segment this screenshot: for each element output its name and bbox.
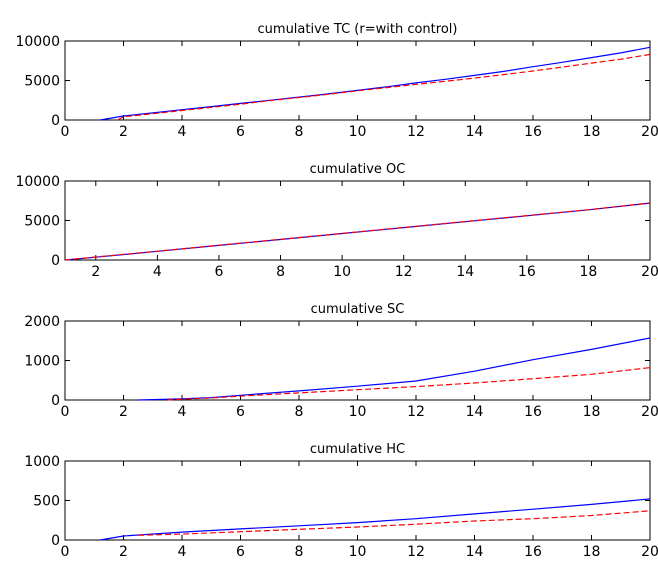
axes-frame bbox=[64, 460, 651, 541]
x-tick-label: 2 bbox=[119, 124, 128, 140]
series-red-dashed bbox=[167, 367, 651, 401]
x-tick-label: 8 bbox=[295, 404, 304, 420]
y-tick-label: 10000 bbox=[15, 174, 60, 190]
x-tick-label: 20 bbox=[641, 124, 658, 140]
subplot-4: cumulative HC 0 2 4 6 8 10 12 14 16 18 20 0 500 1000 bbox=[24, 442, 658, 560]
x-tick-label: 4 bbox=[178, 124, 187, 140]
x-tick-label: 16 bbox=[524, 544, 542, 560]
x-tick-label: 10 bbox=[349, 544, 367, 560]
x-tick-label: 6 bbox=[236, 124, 245, 140]
y-tick-label: 1000 bbox=[24, 454, 60, 470]
series-red-dashed bbox=[64, 202, 651, 261]
y-tick-label: 0 bbox=[51, 113, 60, 129]
x-tick-label: 16 bbox=[518, 264, 536, 280]
series-red-dashed bbox=[117, 53, 651, 121]
x-tick-label: 4 bbox=[153, 264, 162, 280]
x-tick-label: 12 bbox=[407, 124, 425, 140]
x-tick-label: 18 bbox=[583, 124, 601, 140]
x-tick-label: 14 bbox=[466, 124, 484, 140]
x-tick-label: 20 bbox=[641, 264, 658, 280]
series-blue-solid bbox=[99, 46, 651, 121]
x-tick-label: 2 bbox=[91, 264, 100, 280]
subplot-title: cumulative HC bbox=[310, 442, 405, 457]
y-tick-label: 500 bbox=[33, 494, 60, 510]
axes-frame bbox=[64, 180, 651, 261]
axes-frame bbox=[64, 40, 651, 121]
series-blue-solid bbox=[99, 498, 651, 541]
subplot-1: cumulative TC (r=with control) 0 2 4 6 8 10 12 1… bbox=[15, 22, 658, 140]
x-tick-label: 6 bbox=[236, 544, 245, 560]
y-tick-label: 5000 bbox=[24, 74, 60, 90]
y-tick-label: 0 bbox=[51, 533, 60, 549]
x-tick-label: 2 bbox=[119, 544, 128, 560]
x-tick-label: 4 bbox=[178, 544, 187, 560]
x-tick-label: 12 bbox=[395, 264, 413, 280]
x-tick-label: 18 bbox=[583, 404, 601, 420]
x-tick-label: 16 bbox=[524, 404, 542, 420]
x-tick-label: 6 bbox=[236, 404, 245, 420]
subplot-title: cumulative SC bbox=[311, 302, 405, 317]
y-tick-label: 0 bbox=[51, 253, 60, 269]
y-tick-label: 5000 bbox=[24, 214, 60, 230]
axes-frame bbox=[64, 320, 651, 401]
y-tick-label: 0 bbox=[51, 393, 60, 409]
x-tick-label: 16 bbox=[524, 124, 542, 140]
x-tick-label: 20 bbox=[641, 404, 658, 420]
subplot-title: cumulative OC bbox=[310, 162, 406, 177]
x-tick-label: 12 bbox=[407, 544, 425, 560]
y-tick-label: 10000 bbox=[15, 34, 60, 50]
x-tick-label: 10 bbox=[349, 404, 367, 420]
subplot-3: cumulative SC 0 2 4 6 8 10 12 14 16 18 20 0 1000 2000 bbox=[24, 302, 658, 420]
x-tick-label: 14 bbox=[456, 264, 474, 280]
x-tick-label: 14 bbox=[466, 404, 484, 420]
y-tick-label: 1000 bbox=[24, 354, 60, 370]
x-tick-label: 12 bbox=[407, 404, 425, 420]
y-tick-label: 2000 bbox=[24, 314, 60, 330]
subplot-title: cumulative TC (r=with control) bbox=[258, 22, 458, 37]
x-tick-label: 18 bbox=[583, 544, 601, 560]
x-tick-label: 0 bbox=[61, 544, 70, 560]
x-tick-label: 8 bbox=[295, 124, 304, 140]
x-tick-label: 2 bbox=[119, 404, 128, 420]
series-blue-solid bbox=[138, 337, 651, 401]
subplot-2: cumulative OC 2 4 6 8 10 12 14 16 18 20 0 5000 10000 bbox=[15, 162, 658, 280]
x-tick-label: 8 bbox=[276, 264, 285, 280]
x-tick-label: 6 bbox=[214, 264, 223, 280]
x-tick-label: 10 bbox=[333, 264, 351, 280]
x-tick-label: 20 bbox=[641, 544, 658, 560]
series-red-dashed bbox=[138, 510, 651, 536]
x-tick-label: 10 bbox=[349, 124, 367, 140]
x-tick-label: 0 bbox=[61, 404, 70, 420]
x-tick-label: 4 bbox=[178, 404, 187, 420]
x-tick-label: 8 bbox=[295, 544, 304, 560]
x-tick-label: 0 bbox=[61, 124, 70, 140]
x-tick-label: 14 bbox=[466, 544, 484, 560]
x-tick-label: 18 bbox=[580, 264, 598, 280]
